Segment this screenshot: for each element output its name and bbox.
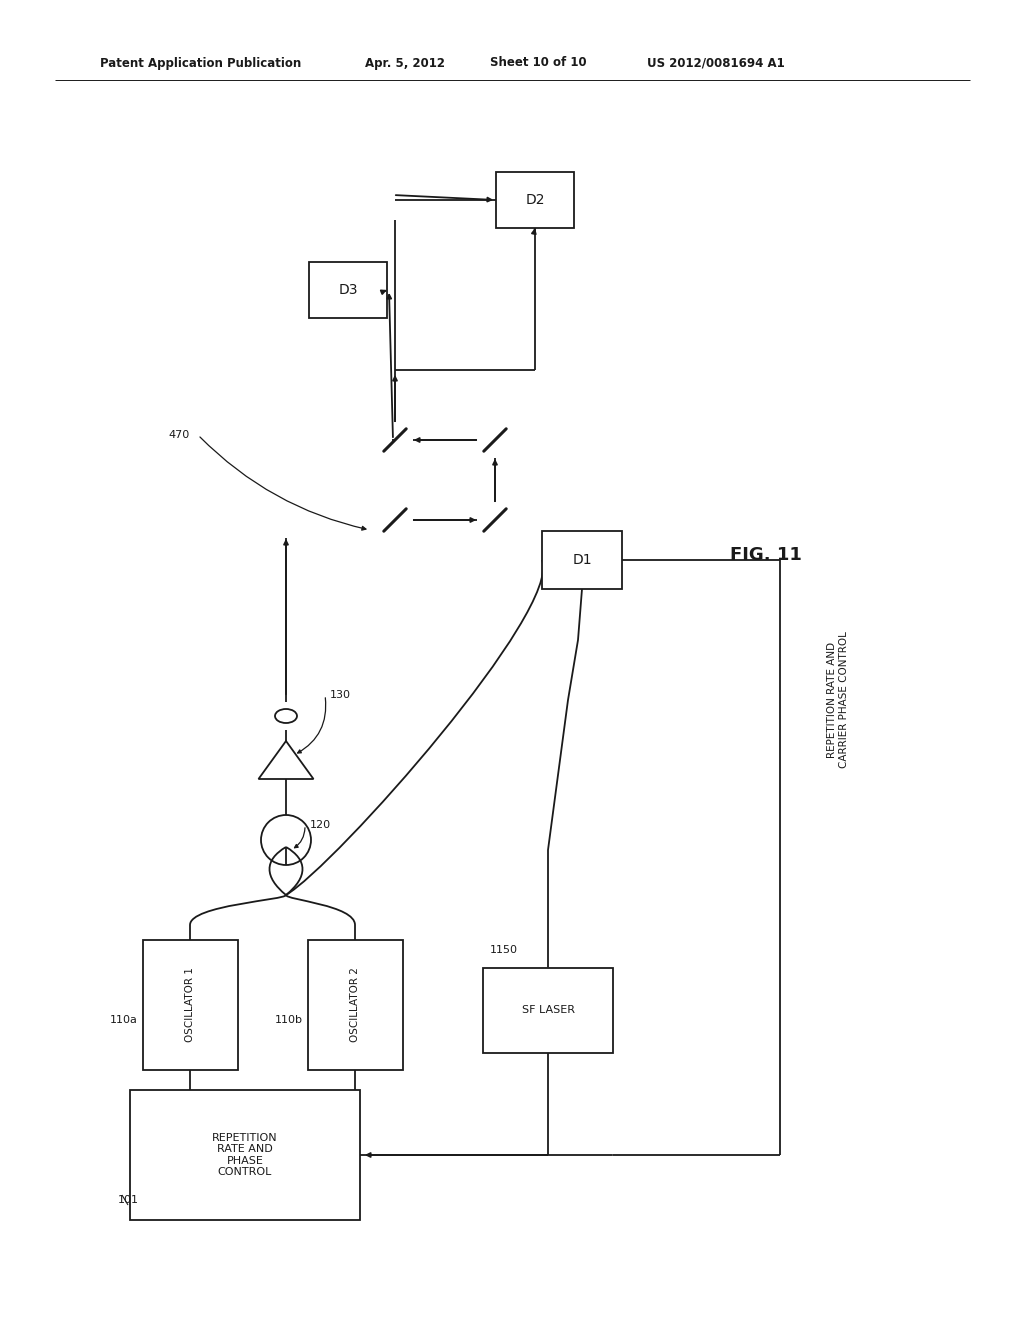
Bar <box>130 1090 360 1220</box>
Text: REPETITION RATE AND
CARRIER PHASE CONTROL: REPETITION RATE AND CARRIER PHASE CONTRO… <box>827 631 849 768</box>
Text: FIG. 11: FIG. 11 <box>730 546 802 564</box>
Text: OSCILLATOR 1: OSCILLATOR 1 <box>185 968 195 1043</box>
Text: 110b: 110b <box>275 1015 303 1026</box>
Text: 130: 130 <box>330 690 351 700</box>
Text: 120: 120 <box>310 820 331 830</box>
Bar <box>307 940 402 1071</box>
Text: REPETITION
RATE AND
PHASE
CONTROL: REPETITION RATE AND PHASE CONTROL <box>212 1133 278 1177</box>
Text: D3: D3 <box>338 282 357 297</box>
Bar <box>542 531 622 589</box>
Text: 470: 470 <box>168 430 189 440</box>
Bar <box>496 172 574 228</box>
Text: D2: D2 <box>525 193 545 207</box>
Text: 110a: 110a <box>110 1015 138 1026</box>
Text: D1: D1 <box>572 553 592 568</box>
Text: US 2012/0081694 A1: US 2012/0081694 A1 <box>647 57 784 70</box>
Bar <box>142 940 238 1071</box>
Text: Patent Application Publication: Patent Application Publication <box>100 57 301 70</box>
Text: Apr. 5, 2012: Apr. 5, 2012 <box>365 57 445 70</box>
Text: 1150: 1150 <box>490 945 518 954</box>
Text: SF LASER: SF LASER <box>521 1005 574 1015</box>
Text: OSCILLATOR 2: OSCILLATOR 2 <box>350 968 360 1043</box>
Text: Sheet 10 of 10: Sheet 10 of 10 <box>490 57 587 70</box>
Bar <box>483 968 613 1052</box>
Text: 101: 101 <box>118 1195 139 1205</box>
Bar <box>309 261 387 318</box>
